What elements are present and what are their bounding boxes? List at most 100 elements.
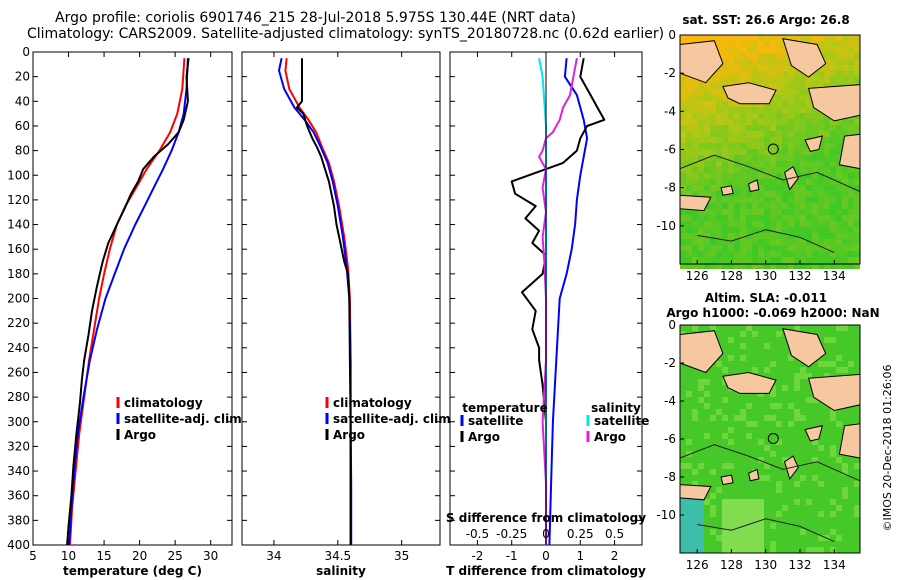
map-cell bbox=[830, 65, 836, 71]
map-cell bbox=[848, 457, 854, 463]
map-cell bbox=[758, 125, 764, 131]
map-cell bbox=[782, 179, 788, 185]
map-cell bbox=[842, 47, 848, 53]
map-cell bbox=[812, 65, 818, 71]
map-cell bbox=[728, 367, 734, 373]
map-cell bbox=[812, 469, 818, 475]
map-cell bbox=[824, 361, 830, 367]
map-cell bbox=[710, 547, 716, 553]
map-cell bbox=[812, 409, 818, 415]
map-cell bbox=[740, 337, 746, 343]
x-tick-label: 5 bbox=[29, 549, 37, 563]
map-cell bbox=[794, 379, 800, 385]
map-cell bbox=[848, 119, 854, 125]
map-cell bbox=[800, 487, 806, 493]
map-cell bbox=[800, 245, 806, 251]
map-cell bbox=[740, 263, 746, 269]
map-cell bbox=[830, 185, 836, 191]
map-cell bbox=[770, 397, 776, 403]
map-cell bbox=[746, 385, 752, 391]
map-cell bbox=[722, 421, 728, 427]
map-cell bbox=[824, 185, 830, 191]
map-cell bbox=[818, 349, 824, 355]
map-cell bbox=[824, 149, 830, 155]
map-cell bbox=[764, 451, 770, 457]
map-cell bbox=[698, 53, 704, 59]
map-cell bbox=[812, 337, 818, 343]
map-cell bbox=[734, 337, 740, 343]
map-cell bbox=[842, 355, 848, 361]
map-cell bbox=[722, 263, 728, 269]
map-cell bbox=[812, 475, 818, 481]
map-cell bbox=[746, 439, 752, 445]
map-cell bbox=[710, 149, 716, 155]
legend-temperature-title: temperature bbox=[462, 401, 547, 415]
map-cell bbox=[788, 227, 794, 233]
map-cell bbox=[854, 65, 860, 71]
map-cell bbox=[698, 47, 704, 53]
map-cell bbox=[794, 343, 800, 349]
map-cell bbox=[812, 263, 818, 269]
difference-panel-xlabel: T difference from climatology bbox=[446, 564, 646, 578]
map-cell bbox=[698, 89, 704, 95]
map-cell bbox=[836, 83, 842, 89]
map-cell bbox=[764, 343, 770, 349]
map-cell bbox=[722, 463, 728, 469]
map-cell bbox=[794, 197, 800, 203]
map-cell bbox=[836, 113, 842, 119]
map-cell bbox=[740, 343, 746, 349]
map-cell bbox=[716, 95, 722, 101]
map-cell bbox=[830, 179, 836, 185]
land-mass bbox=[679, 40, 724, 84]
sst-map-frame bbox=[679, 34, 861, 265]
map-cell bbox=[680, 547, 686, 553]
map-cell bbox=[746, 143, 752, 149]
map-cell bbox=[686, 107, 692, 113]
map-cell bbox=[854, 355, 860, 361]
map-cell bbox=[704, 89, 710, 95]
map-cell bbox=[764, 547, 770, 553]
map-cell bbox=[824, 167, 830, 173]
map-cell bbox=[710, 433, 716, 439]
map-cell bbox=[686, 463, 692, 469]
map-cell bbox=[752, 373, 758, 379]
map-cell bbox=[716, 337, 722, 343]
y-tick-label: 140 bbox=[7, 218, 30, 232]
map-cell bbox=[746, 179, 752, 185]
map-cell bbox=[842, 367, 848, 373]
map-cell bbox=[842, 197, 848, 203]
map-cell bbox=[782, 547, 788, 553]
map-cell bbox=[842, 233, 848, 239]
map-cell bbox=[728, 203, 734, 209]
map-cell bbox=[704, 343, 710, 349]
map-cell bbox=[770, 233, 776, 239]
map-cell bbox=[686, 511, 692, 517]
map-cell bbox=[692, 179, 698, 185]
map-cell bbox=[764, 65, 770, 71]
map-cell bbox=[848, 415, 854, 421]
map-cell bbox=[848, 155, 854, 161]
map-cell bbox=[800, 101, 806, 107]
map-cell bbox=[752, 47, 758, 53]
map-cell bbox=[806, 101, 812, 107]
map-y-tick-label: -8 bbox=[664, 181, 676, 195]
map-cell bbox=[764, 41, 770, 47]
x-tick-label: 10 bbox=[61, 549, 76, 563]
map-cell bbox=[758, 457, 764, 463]
map-cell bbox=[806, 113, 812, 119]
map-cell bbox=[854, 41, 860, 47]
map-cell bbox=[710, 89, 716, 95]
map-cell bbox=[680, 469, 686, 475]
map-cell bbox=[782, 385, 788, 391]
map-cell bbox=[740, 379, 746, 385]
map-cell bbox=[746, 445, 752, 451]
title-line-1: Argo profile: coriolis 6901746_215 28-Ju… bbox=[55, 10, 576, 26]
map-cell bbox=[704, 373, 710, 379]
map-cell bbox=[830, 137, 836, 143]
map-cell bbox=[824, 409, 830, 415]
map-cell bbox=[722, 179, 728, 185]
map-cell bbox=[698, 77, 704, 83]
map-cell bbox=[800, 239, 806, 245]
map-cell bbox=[758, 101, 764, 107]
map-cell bbox=[680, 475, 686, 481]
